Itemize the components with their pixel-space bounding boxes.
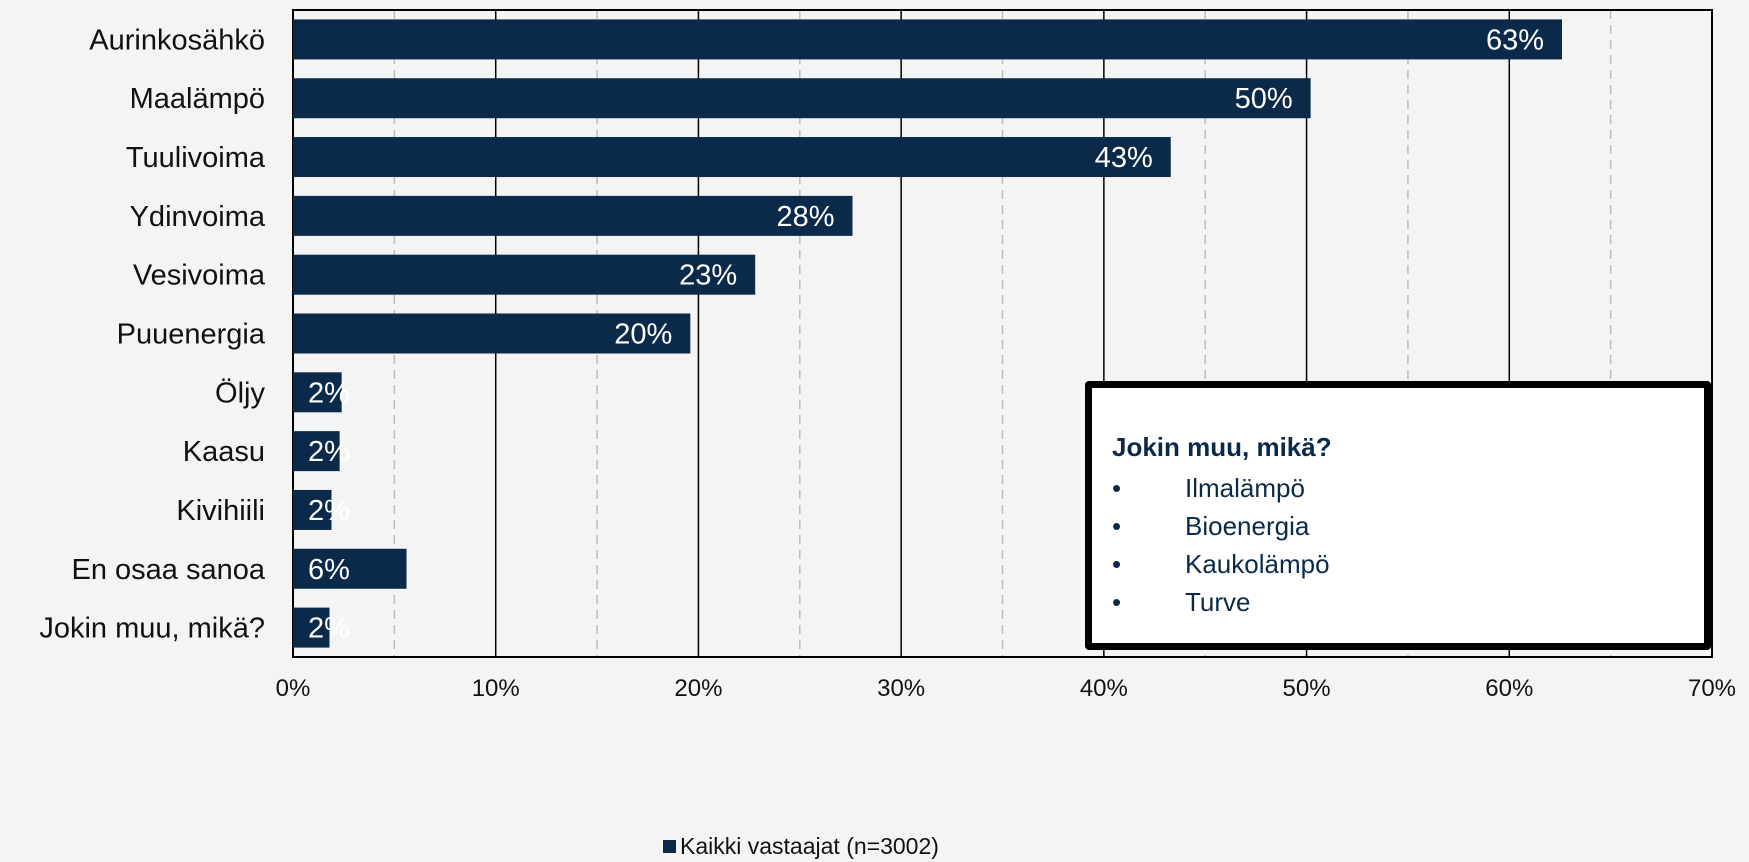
category-label: Ydinvoima: [130, 201, 266, 233]
value-label: 6%: [308, 554, 350, 586]
x-tick-label: 0%: [276, 675, 311, 702]
category-label: Puuenergia: [117, 319, 266, 351]
bar: [293, 195, 853, 236]
other-answer-text: Kaukolämpö: [1185, 549, 1330, 579]
bar: [293, 254, 756, 295]
value-label: 50%: [1235, 83, 1293, 115]
category-label: Aurinkosähkö: [89, 24, 265, 56]
category-label: Kivihiili: [176, 495, 265, 527]
bar: [293, 137, 1171, 178]
category-label: Tuulivoima: [126, 142, 266, 174]
chart-legend: Kaikki vastaajat (n=3002): [663, 833, 939, 860]
x-tick-label: 40%: [1080, 675, 1128, 702]
value-label: 28%: [776, 201, 834, 233]
bar: [293, 78, 1311, 119]
value-label: 23%: [679, 260, 737, 292]
category-label: Kaasu: [183, 436, 265, 468]
value-label: 2%: [308, 613, 350, 645]
other-answers-title: Jokin muu, mikä?: [1112, 432, 1332, 462]
category-label: Jokin muu, mikä?: [39, 613, 265, 645]
bullet-icon: •: [1112, 549, 1122, 579]
value-label: 43%: [1095, 142, 1153, 174]
other-answer-item: • Kaukolämpö: [1112, 545, 1704, 583]
other-answers-list: • Ilmalämpö • Bioenergia • Kaukolämpö • Turv…: [1112, 469, 1704, 621]
legend-swatch: [663, 840, 676, 853]
other-answer-item: • Turve: [1112, 583, 1704, 621]
x-tick-label: 30%: [877, 675, 925, 702]
x-tick-label: 20%: [674, 675, 722, 702]
category-label: Vesivoima: [133, 260, 266, 292]
other-answer-item: • Ilmalämpö: [1112, 469, 1704, 507]
bar: [293, 372, 342, 413]
bullet-icon: •: [1112, 587, 1122, 617]
x-tick-label: 50%: [1283, 675, 1331, 702]
bar: [293, 489, 332, 530]
bars: [293, 19, 1562, 648]
other-answer-text: Turve: [1185, 587, 1251, 617]
x-tick-label: 70%: [1688, 675, 1736, 702]
labels: 0% 10% 20% 30% 40% 50% 60% 70% Aurinkosähkö 63% Ma…: [39, 24, 1736, 702]
bar: [293, 607, 330, 648]
value-label: 63%: [1486, 24, 1544, 56]
other-answers-box: Jokin muu, mikä? • Ilmalämpö • Bioenergia …: [1085, 381, 1711, 650]
category-label: Maalämpö: [130, 83, 265, 115]
bullet-icon: •: [1112, 511, 1122, 541]
bullet-icon: •: [1112, 473, 1122, 503]
bar: [293, 548, 407, 589]
bar: [293, 431, 340, 472]
legend-label: Kaikki vastaajat (n=3002): [680, 833, 939, 859]
x-tick-label: 60%: [1485, 675, 1533, 702]
x-tick-label: 10%: [472, 675, 520, 702]
other-answer-text: Ilmalämpö: [1185, 473, 1305, 503]
value-label: 2%: [308, 436, 350, 468]
category-label: En osaa sanoa: [72, 554, 266, 586]
other-answer-text: Bioenergia: [1185, 511, 1310, 541]
other-answer-item: • Bioenergia: [1112, 507, 1704, 545]
value-label: 2%: [308, 377, 350, 409]
value-label: 20%: [614, 319, 672, 351]
bar: [293, 313, 691, 354]
value-label: 2%: [308, 495, 350, 527]
bar: [293, 19, 1562, 60]
category-label: Öljy: [215, 377, 265, 409]
